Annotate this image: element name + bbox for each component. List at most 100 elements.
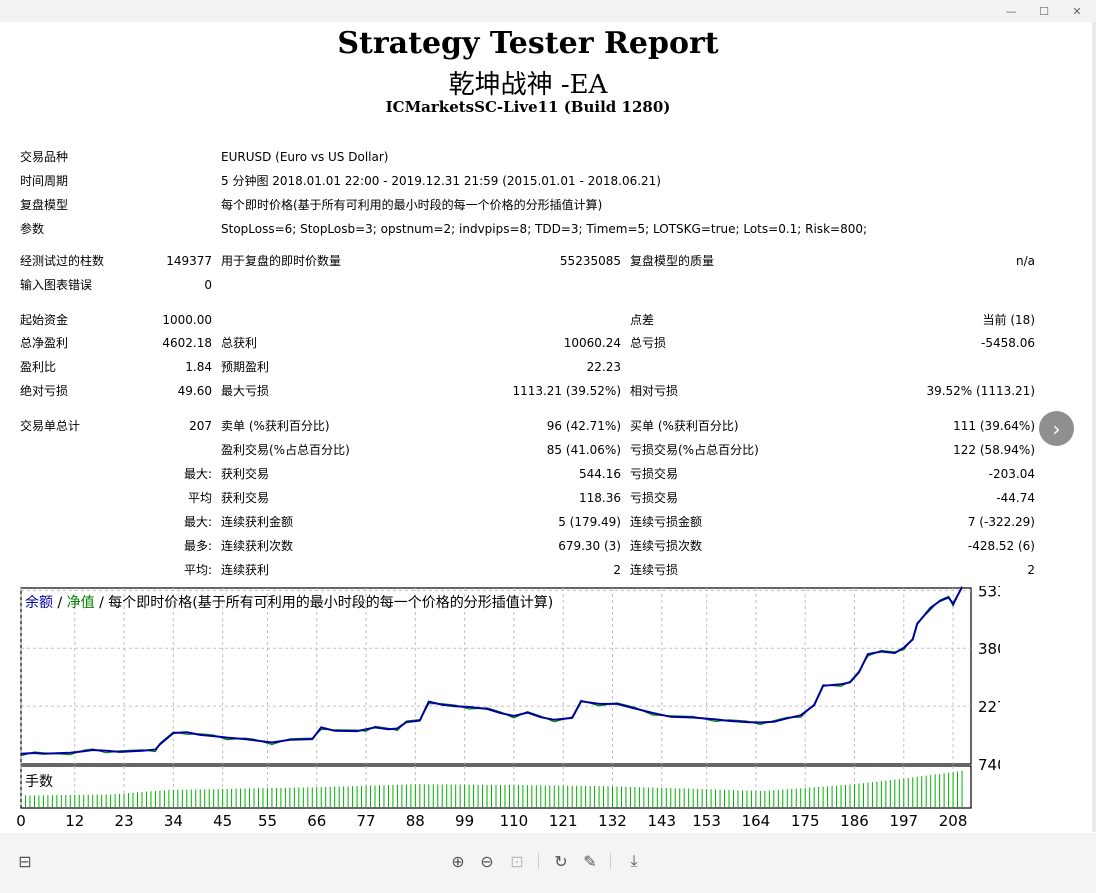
average-prefix: 平均 bbox=[187, 491, 212, 505]
spread-value: 当前 (18) bbox=[982, 313, 1035, 327]
zoom-in-icon[interactable]: ⊕ bbox=[451, 851, 465, 871]
profit-factor-label: 盈利比 bbox=[20, 360, 57, 374]
x-tick-label: 121 bbox=[549, 812, 578, 830]
balance-chart: 余额 / 净值 / 每个即时价格(基于所有可利用的最小时段的每一个价格的分形插值… bbox=[0, 582, 1016, 834]
lots-bars bbox=[24, 770, 963, 807]
max-consec-wins-value: 5 (179.49) bbox=[558, 515, 621, 529]
total-trades-value: 207 bbox=[189, 419, 212, 433]
chart-legend: 余额 / 净值 / 每个即时价格(基于所有可利用的最小时段的每一个价格的分形插值… bbox=[25, 594, 553, 611]
quality-label: 复盘模型的质量 bbox=[630, 254, 715, 268]
legend-equity: 净值 bbox=[67, 595, 95, 611]
avg-profit-value: 118.36 bbox=[579, 491, 621, 505]
x-tick-label: 77 bbox=[356, 812, 375, 830]
edit-icon[interactable]: ✎ bbox=[583, 851, 597, 871]
legend-sep-1: / bbox=[53, 595, 67, 611]
toolbar-divider bbox=[538, 853, 539, 869]
fit-page-icon[interactable]: ⊡ bbox=[510, 851, 524, 871]
bars-label: 经测试过的柱数 bbox=[20, 254, 105, 268]
x-tick-label: 34 bbox=[164, 812, 183, 830]
grid-layer bbox=[20, 588, 971, 808]
maximal-losses-label: 连续亏损次数 bbox=[630, 539, 703, 553]
short-positions-label: 卖单 (%获利百分比) bbox=[221, 419, 330, 433]
long-positions-label: 买单 (%获利百分比) bbox=[630, 419, 739, 433]
largest-loss-label: 亏损交易 bbox=[630, 467, 679, 481]
lots-label: 手数 bbox=[25, 774, 53, 790]
avg-consec-prefix: 平均: bbox=[183, 563, 212, 577]
ea-name: 乾坤战神 -EA bbox=[448, 70, 608, 100]
x-tick-label: 99 bbox=[455, 812, 474, 830]
expected-payoff-value: 22.23 bbox=[586, 360, 621, 374]
gross-profit-label: 总获利 bbox=[221, 336, 258, 350]
expected-payoff-label: 预期盈利 bbox=[221, 360, 270, 374]
legend-model: 每个即时价格(基于所有可利用的最小时段的每一个价格的分形插值计算) bbox=[108, 594, 553, 611]
y-tick-label: 740 bbox=[978, 756, 1000, 774]
y-tick-label: 5337 bbox=[978, 586, 1000, 600]
x-tick-label: 66 bbox=[307, 812, 326, 830]
symbol-value: EURUSD (Euro vs US Dollar) bbox=[221, 150, 389, 164]
avg-consec-losses-label: 连续亏损 bbox=[630, 563, 679, 577]
x-tick-label: 132 bbox=[598, 812, 627, 830]
abs-drawdown-value: 49.60 bbox=[177, 384, 212, 398]
avg-consec-losses-value: 2 bbox=[1027, 563, 1035, 577]
balance-chart-svg: 余额 / 净值 / 每个即时价格(基于所有可利用的最小时段的每一个价格的分形插值… bbox=[16, 582, 1016, 830]
x-tick-label: 164 bbox=[742, 812, 771, 830]
toolbar-divider bbox=[610, 853, 611, 869]
avg-consec-wins-label: 连续获利 bbox=[221, 563, 270, 577]
download-icon[interactable]: ⤓ bbox=[630, 851, 638, 870]
window-titlebar: — ☐ ✕ bbox=[0, 0, 1096, 22]
model-value: 每个即时价格(基于所有可利用的最小时段的每一个价格的分形插值计算) bbox=[221, 198, 603, 212]
report-title: Strategy Tester Report bbox=[337, 26, 719, 61]
x-tick-label: 197 bbox=[889, 812, 918, 830]
max-drawdown-value: 1113.21 (39.52%) bbox=[512, 384, 621, 398]
period-label: 时间周期 bbox=[20, 174, 69, 188]
profit-factor-value: 1.84 bbox=[185, 360, 212, 374]
minimize-button[interactable]: — bbox=[1005, 4, 1017, 18]
x-tick-label: 186 bbox=[840, 812, 869, 830]
short-positions-value: 96 (42.71%) bbox=[546, 419, 621, 433]
largest-prefix: 最大: bbox=[183, 467, 212, 481]
vertical-scrollbar[interactable] bbox=[1092, 22, 1096, 832]
max-consec-losses-value: 7 (-322.29) bbox=[967, 515, 1035, 529]
params-label: 参数 bbox=[20, 222, 45, 236]
next-page-button[interactable]: › bbox=[1039, 411, 1074, 446]
ticks-label: 用于复盘的即时价数量 bbox=[221, 254, 342, 268]
avg-loss-label: 亏损交易 bbox=[630, 491, 679, 505]
legend-sep-2: / bbox=[95, 595, 109, 611]
x-tick-label: 12 bbox=[65, 812, 84, 830]
net-profit-value: 4602.18 bbox=[162, 336, 212, 350]
zoom-out-icon[interactable]: ⊖ bbox=[480, 851, 494, 871]
profit-trades-value: 85 (41.06%) bbox=[546, 443, 621, 457]
deposit-label: 起始资金 bbox=[20, 313, 69, 327]
x-tick-label: 143 bbox=[647, 812, 676, 830]
x-tick-label: 23 bbox=[115, 812, 134, 830]
total-trades-label: 交易单总计 bbox=[20, 419, 81, 433]
x-tick-label: 153 bbox=[692, 812, 721, 830]
close-button[interactable]: ✕ bbox=[1072, 4, 1082, 18]
rel-drawdown-label: 相对亏损 bbox=[630, 384, 679, 398]
x-tick-label: 0 bbox=[16, 812, 26, 830]
x-tick-label: 175 bbox=[791, 812, 820, 830]
long-positions-value: 111 (39.64%) bbox=[953, 419, 1035, 433]
x-tick-label: 55 bbox=[258, 812, 277, 830]
maximal-wins-label: 连续获利次数 bbox=[221, 539, 294, 553]
gross-profit-value: 10060.24 bbox=[563, 336, 621, 350]
redo-icon[interactable]: ↻ bbox=[554, 851, 568, 871]
legend-balance: 余额 bbox=[25, 594, 53, 611]
errors-value: 0 bbox=[204, 278, 212, 292]
y-tick-labels: 5337 3805 2272 740 bbox=[978, 582, 1016, 774]
ticks-value: 55235085 bbox=[559, 254, 621, 268]
period-value: 5 分钟图 2018.01.01 22:00 - 2019.12.31 21:5… bbox=[221, 174, 661, 188]
maximize-button[interactable]: ☐ bbox=[1039, 4, 1049, 18]
bottom-toolbar: ⊟ ⊕ ⊖ ⊡ ↻ ✎ ⤓ bbox=[0, 833, 1096, 893]
maximal-prefix: 最多: bbox=[183, 539, 212, 553]
avg-loss-value: -44.74 bbox=[996, 491, 1035, 505]
model-label: 复盘模型 bbox=[20, 198, 69, 212]
loss-trades-label: 亏损交易(%占总百分比) bbox=[630, 443, 759, 457]
y-tick-label: 3805 bbox=[978, 640, 1000, 658]
layout-icon[interactable]: ⊟ bbox=[18, 851, 32, 871]
largest-profit-value: 544.16 bbox=[579, 467, 621, 481]
deposit-value: 1000.00 bbox=[162, 313, 212, 327]
x-tick-label: 208 bbox=[939, 812, 968, 830]
bars-value: 149377 bbox=[166, 254, 212, 268]
symbol-label: 交易品种 bbox=[20, 150, 69, 164]
